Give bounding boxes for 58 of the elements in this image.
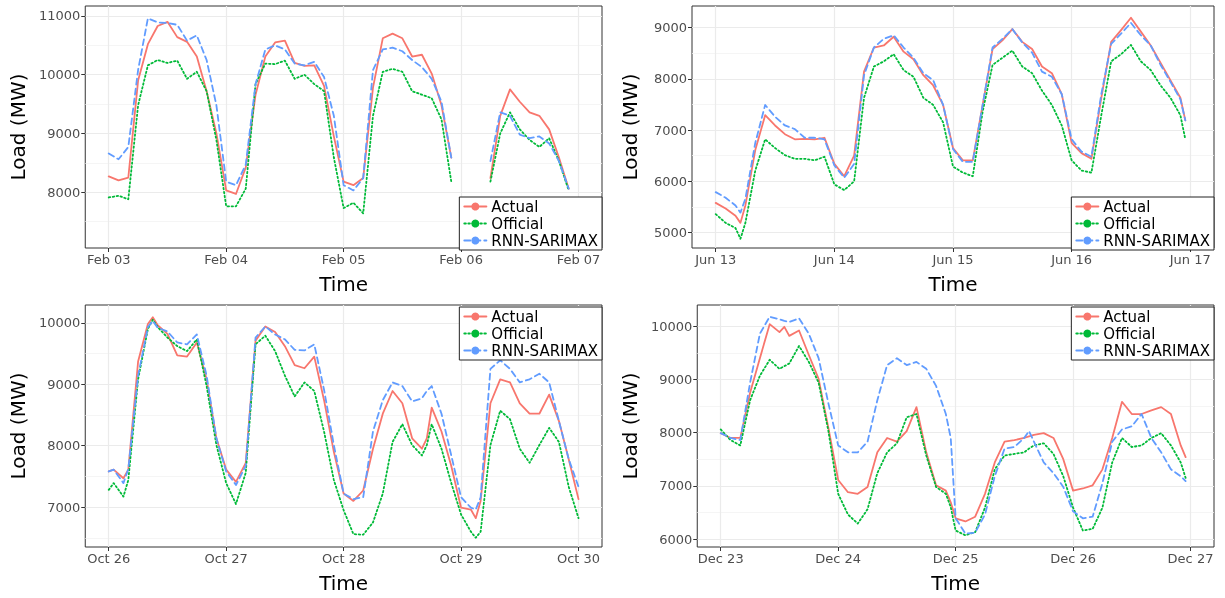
legend-label: Actual [1103, 197, 1151, 216]
legend-label: Actual [491, 307, 539, 326]
x-tick-label: Feb 06 [439, 252, 483, 267]
x-axis-title: Time [927, 272, 978, 296]
x-tick-label: Feb 04 [204, 252, 249, 267]
legend-label: Official [491, 324, 544, 343]
y-tick-label: 8000 [47, 438, 81, 454]
x-tick-label: Jun 13 [694, 252, 737, 267]
y-axis-title: Load (MW) [6, 73, 30, 181]
x-tick-label: Feb 05 [321, 252, 366, 267]
legend-label: RNN-SARIMAX [491, 341, 599, 360]
y-tick-label: 9000 [47, 376, 81, 392]
y-tick-label: 6000 [659, 531, 693, 547]
legend-label: Official [1103, 324, 1156, 343]
x-tick-label: Oct 27 [204, 551, 248, 566]
legend-label: RNN-SARIMAX [1103, 231, 1211, 250]
y-axis-title: Load (MW) [618, 372, 642, 480]
legend-label: RNN-SARIMAX [1103, 341, 1211, 360]
x-tick-label: Oct 28 [322, 551, 366, 566]
x-tick-label: Dec 23 [697, 551, 744, 566]
y-tick-label: 7000 [653, 122, 687, 138]
y-tick-label: 10000 [650, 318, 693, 334]
x-tick-label: Jun 17 [1168, 252, 1211, 267]
x-tick-label: Dec 25 [932, 551, 979, 566]
x-tick-label: Oct 29 [439, 551, 483, 566]
x-tick-label: Dec 26 [1050, 551, 1096, 566]
legend-label: RNN-SARIMAX [491, 231, 599, 250]
x-tick-label: Feb 03 [86, 252, 131, 267]
x-tick-label: Dec 24 [815, 551, 862, 566]
legend-label: Official [1103, 214, 1156, 233]
x-axis-title: Time [318, 571, 369, 595]
y-tick-label: 11000 [38, 8, 81, 24]
y-tick-label: 9000 [659, 371, 693, 387]
legend-label: Official [491, 214, 544, 233]
x-tick-label: Jun 16 [1050, 252, 1093, 267]
x-tick-label: Oct 26 [87, 551, 131, 566]
legend-label: Actual [491, 197, 539, 216]
x-tick-label: Jun 14 [812, 252, 855, 267]
y-tick-label: 8000 [653, 71, 687, 87]
y-tick-label: 7000 [47, 499, 81, 515]
y-tick-label: 6000 [653, 173, 687, 189]
x-axis-title: Time [930, 571, 981, 595]
y-tick-label: 5000 [653, 225, 687, 241]
x-tick-label: Dec 27 [1167, 551, 1214, 566]
y-tick-label: 10000 [38, 67, 81, 83]
y-tick-label: 7000 [659, 478, 693, 494]
y-tick-label: 9000 [653, 20, 687, 36]
legend-label: Actual [1103, 307, 1151, 326]
y-axis-title: Load (MW) [6, 372, 30, 480]
x-tick-label: Oct 30 [556, 551, 601, 566]
y-axis-title: Load (MW) [618, 73, 642, 181]
x-tick-label: Feb 07 [556, 252, 601, 267]
y-tick-label: 9000 [47, 125, 81, 141]
x-axis-title: Time [318, 272, 369, 296]
y-tick-label: 8000 [47, 184, 81, 200]
y-tick-label: 10000 [38, 315, 81, 331]
y-tick-label: 8000 [659, 425, 693, 441]
x-tick-label: Jun 15 [931, 252, 974, 267]
